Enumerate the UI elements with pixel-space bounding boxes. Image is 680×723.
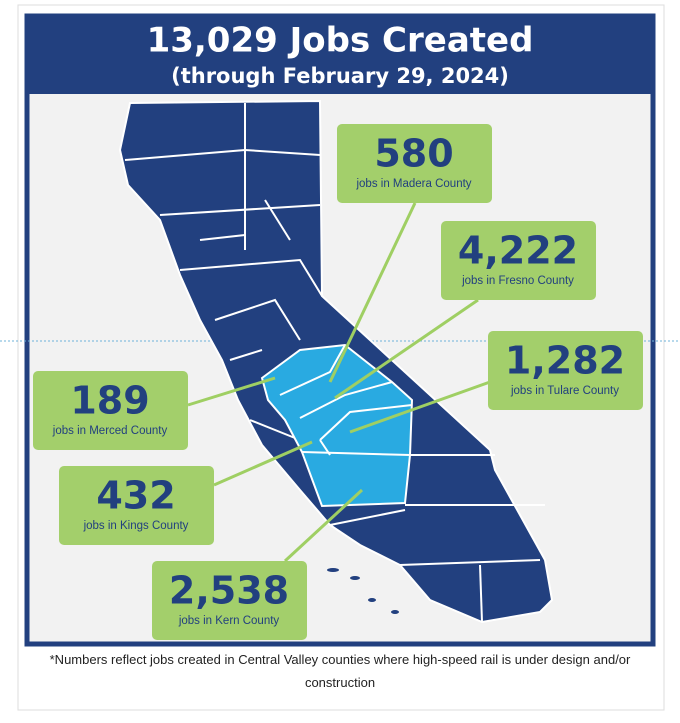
callout-number: 2,538 [169, 569, 289, 613]
leader-line [334, 298, 479, 400]
callout-label: jobs in Kern County [178, 615, 280, 627]
callout-box [337, 124, 492, 203]
title: 13,029 Jobs Created [147, 21, 534, 61]
callout-number: 432 [96, 474, 175, 518]
leader-line [349, 380, 491, 434]
island [327, 568, 339, 572]
callout-box [441, 221, 596, 300]
island [391, 610, 399, 614]
callout-box [488, 331, 643, 410]
central-county-lines [279, 344, 413, 456]
leader-line [213, 440, 313, 487]
county-lines [124, 103, 545, 623]
island [350, 576, 360, 580]
callout-label: jobs in Tulare County [510, 385, 619, 397]
leader-line [283, 488, 364, 563]
callout-box [59, 466, 214, 545]
leader-line [328, 202, 417, 383]
callout-box [152, 561, 307, 640]
callout-box [33, 371, 188, 450]
callout-label: jobs in Madera County [355, 178, 471, 190]
callout-label: jobs in Kings County [83, 520, 189, 532]
callout-number: 189 [70, 379, 149, 423]
leader-line [187, 376, 276, 407]
callout-number: 1,282 [505, 339, 625, 383]
island [368, 598, 376, 602]
islands [327, 568, 399, 614]
header-band [25, 14, 655, 94]
callout-number: 4,222 [458, 229, 578, 273]
subtitle: (through February 29, 2024) [171, 64, 509, 88]
callout-label: jobs in Merced County [52, 425, 168, 437]
callout-label: jobs in Fresno County [461, 275, 574, 287]
callout-number: 580 [374, 132, 453, 176]
footnote: *Numbers reflect jobs created in Central… [49, 652, 631, 690]
callouts: 580 jobs in Madera County 4,222 jobs in Fre… [33, 124, 643, 640]
